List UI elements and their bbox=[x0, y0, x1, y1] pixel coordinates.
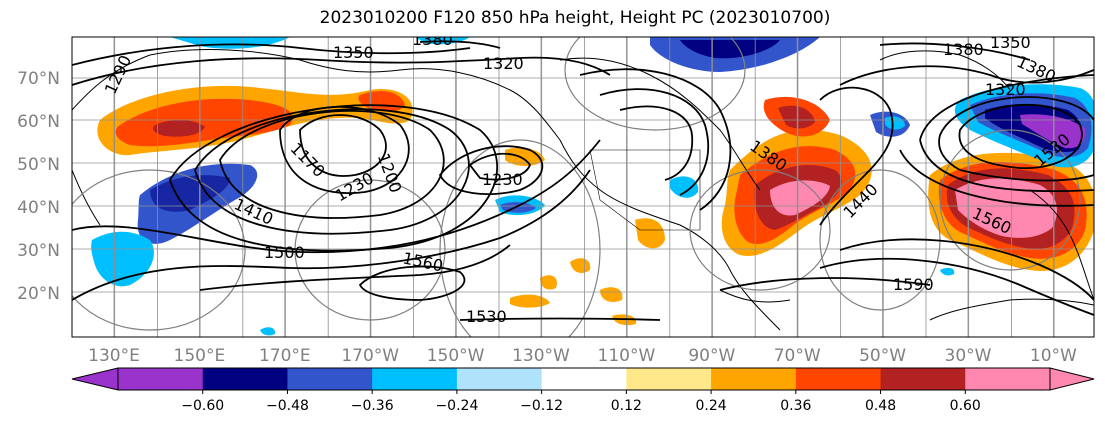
lon-label: 130°W bbox=[512, 346, 570, 366]
colorbar-tick-label: −0.24 bbox=[435, 398, 478, 414]
colorbar-tick-label: −0.48 bbox=[266, 398, 309, 414]
lat-label: 30°N bbox=[17, 241, 60, 261]
colorbar-tick-label: −0.60 bbox=[181, 398, 224, 414]
lat-label: 70°N bbox=[17, 69, 60, 89]
colorbar-segment bbox=[711, 368, 797, 390]
colorbar-segment bbox=[372, 368, 458, 390]
colorbar-segment bbox=[795, 368, 882, 390]
contour-label: 1320 bbox=[985, 80, 1026, 99]
colorbar-tick-label: 0.36 bbox=[780, 398, 811, 414]
contour-label: 1530 bbox=[466, 307, 507, 326]
longitude-labels: 130°E 150°E 170°E 170°W 150°W 130°W 110°W 90°W 7… bbox=[88, 346, 1077, 366]
map-title: 2023010200 F120 850 hPa height, Height P… bbox=[319, 8, 831, 28]
colorbar-segment bbox=[202, 368, 288, 390]
coastlines bbox=[72, 49, 1094, 331]
colorbar-tick-label: 0.60 bbox=[950, 398, 981, 414]
colorbar: −0.60 −0.48 −0.36 −0.24 −0.12 0.12 0.24 0.36 0.4… bbox=[71, 367, 1095, 414]
lat-label: 60°N bbox=[17, 112, 60, 132]
colorbar-segment bbox=[965, 368, 1051, 390]
lon-label: 130°E bbox=[88, 346, 140, 366]
contour-label: 1350 bbox=[990, 33, 1031, 52]
colorbar-segment bbox=[880, 368, 966, 390]
colorbar-tick-label: 0.24 bbox=[696, 398, 727, 414]
colorbar-extend-low bbox=[71, 367, 119, 391]
colorbar-tick-label: −0.12 bbox=[520, 398, 563, 414]
lon-label: 150°W bbox=[427, 346, 485, 366]
colorbar-extend-high bbox=[1049, 367, 1095, 391]
colorbar-segment bbox=[626, 368, 712, 390]
lat-label: 40°N bbox=[17, 198, 60, 218]
colorbar-tick-label: 0.48 bbox=[865, 398, 896, 414]
contour-label: 1350 bbox=[333, 43, 374, 62]
contour-label: 1230 bbox=[482, 170, 523, 189]
colorbar-tick-label: 0.12 bbox=[611, 398, 642, 414]
contour-label: 1500 bbox=[264, 243, 305, 262]
reference-circles bbox=[72, 37, 1081, 337]
colorbar-segment bbox=[118, 368, 204, 390]
colorbar-tick-label: −0.36 bbox=[351, 398, 394, 414]
colorbar-segment bbox=[456, 368, 543, 390]
lon-label: 170°W bbox=[341, 346, 399, 366]
lon-label: 170°E bbox=[259, 346, 311, 366]
lon-label: 150°E bbox=[174, 346, 226, 366]
graticule bbox=[72, 37, 1094, 337]
map-frame bbox=[71, 36, 1095, 338]
lon-label: 70°W bbox=[774, 346, 821, 366]
colorbar-segment bbox=[541, 368, 627, 390]
lat-label: 20°N bbox=[17, 284, 60, 304]
lon-label: 110°W bbox=[598, 346, 656, 366]
contour-label: 1320 bbox=[483, 54, 524, 73]
lat-label: 50°N bbox=[17, 155, 60, 175]
colorbar-frame bbox=[117, 367, 1051, 391]
contour-label: 1590 bbox=[893, 275, 934, 294]
colorbar-segment bbox=[287, 368, 373, 390]
height-contours bbox=[72, 40, 1094, 321]
contour-label: 1380 bbox=[412, 30, 453, 49]
contour-label: 1380 bbox=[943, 40, 984, 59]
lon-label: 50°W bbox=[859, 346, 906, 366]
lon-label: 10°W bbox=[1030, 346, 1077, 366]
lon-label: 30°W bbox=[945, 346, 992, 366]
lon-label: 90°W bbox=[688, 346, 735, 366]
latitude-labels: 70°N 60°N 50°N 40°N 30°N 20°N bbox=[17, 69, 60, 304]
